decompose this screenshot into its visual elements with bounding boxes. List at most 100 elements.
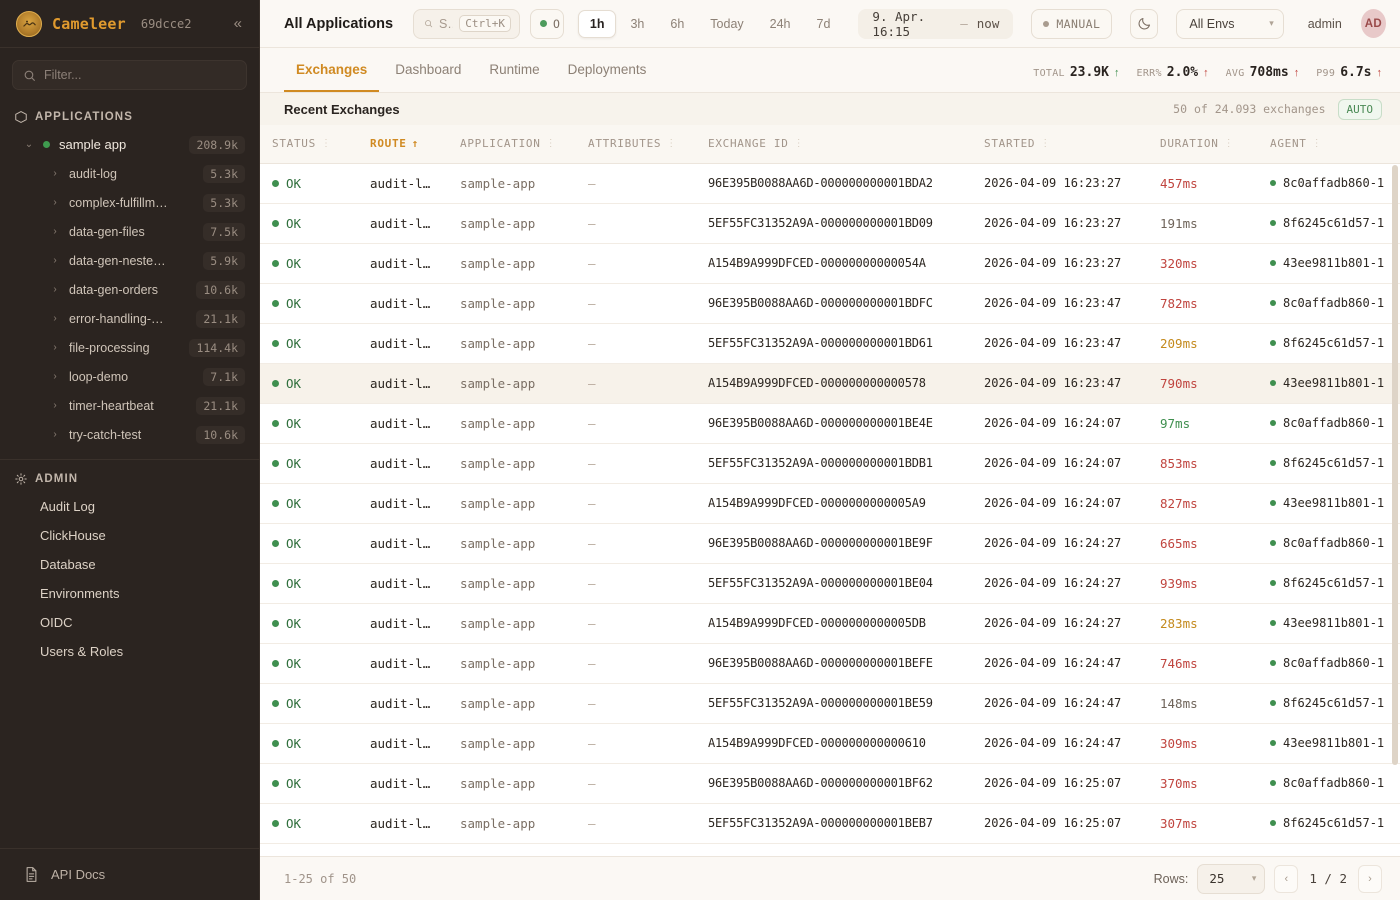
cell-route: audit-log bbox=[358, 683, 448, 724]
table-row[interactable]: OK audit-log sample-app —96E395B0088AA6D-00… bbox=[260, 403, 1400, 444]
filter-placeholder: Filter... bbox=[44, 68, 82, 82]
rows-per-page-select[interactable]: 25 ▾ bbox=[1197, 863, 1266, 894]
global-search-input[interactable]: S… Ctrl+K bbox=[413, 8, 520, 39]
tab-runtime[interactable]: Runtime bbox=[489, 61, 540, 77]
environment-select[interactable]: All Envs ▾ bbox=[1176, 8, 1284, 39]
cell-route: audit-log bbox=[358, 563, 448, 604]
table-row[interactable]: OK audit-log sample-app —5EF55FC31352A9A-00… bbox=[260, 803, 1400, 844]
filter-input[interactable]: Filter... bbox=[12, 60, 247, 90]
status-label: OK bbox=[286, 495, 302, 511]
refresh-mode-pill[interactable]: MANUAL bbox=[1031, 8, 1113, 39]
time-range-group: 1h 3h 6h Today 24h 7d bbox=[577, 9, 843, 38]
table-row[interactable]: OK audit-log sample-app —5EF55FC31352A9A-00… bbox=[260, 203, 1400, 244]
table-row[interactable]: OK audit-log sample-app —96E395B0088AA6D-00… bbox=[260, 763, 1400, 804]
table-row[interactable]: OK audit-log sample-app —5EF55FC31352A9A-00… bbox=[260, 443, 1400, 484]
build-hash: 69dcce2 bbox=[140, 16, 192, 31]
column-header-application[interactable]: APPLICATION ⋮ bbox=[448, 125, 576, 164]
sidebar-admin-item[interactable]: Audit Log bbox=[40, 499, 95, 514]
column-header-agent[interactable]: AGENT ⋮ bbox=[1258, 125, 1400, 164]
sidebar-route-item[interactable]: › audit-log 5.3k bbox=[0, 159, 259, 188]
cell-started: 2026-04-09 16:25:07 bbox=[972, 763, 1148, 804]
sidebar-admin-item[interactable]: Environments bbox=[40, 586, 120, 601]
column-header-exchange-id[interactable]: EXCHANGE ID ⋮ bbox=[696, 125, 972, 164]
table-head: STATUS ⋮ ROUTE ↑ APPLICATION ⋮ ATTRIBUTES ⋮ EXCH… bbox=[260, 125, 1400, 164]
route-name: data-gen-orders bbox=[69, 282, 158, 297]
status-label: OK bbox=[286, 735, 302, 751]
time-range-24h[interactable]: 24h bbox=[769, 16, 791, 31]
column-label: APPLICATION bbox=[460, 137, 541, 151]
cell-route: audit-log bbox=[358, 723, 448, 764]
table-row[interactable]: OK audit-log sample-app — A154B9A999DFCED-00… bbox=[260, 483, 1400, 524]
agent-label: 43ee9811b801-1 bbox=[1283, 376, 1385, 390]
sidebar-route-item[interactable]: › loop-demo 7.1k bbox=[0, 362, 259, 391]
sidebar-admin-item[interactable]: Users & Roles bbox=[40, 644, 124, 659]
metric-key: AVG bbox=[1225, 68, 1245, 79]
cell-started: 2026-04-09 16:24:47 bbox=[972, 683, 1148, 724]
table-row[interactable]: OK audit-log sample-app —5EF55FC31352A9A-00… bbox=[260, 563, 1400, 604]
tab-deployments[interactable]: Deployments bbox=[567, 61, 647, 77]
cell-application: sample-app bbox=[448, 323, 576, 364]
sidebar-route-item[interactable]: › data-gen-orders 10.6k bbox=[0, 275, 259, 304]
column-label: ATTRIBUTES bbox=[588, 137, 662, 151]
table-row[interactable]: OK audit-log sample-app —96E395B0088AA6D-00… bbox=[260, 283, 1400, 324]
sidebar-route-item[interactable]: › error-handling-… 21.1k bbox=[0, 304, 259, 333]
time-range-7d[interactable]: 7d bbox=[816, 16, 831, 31]
time-range-today[interactable]: Today bbox=[710, 16, 744, 31]
trend-up-icon: ↑ bbox=[1293, 67, 1300, 79]
sidebar-app-sample-app[interactable]: ⌄ sample app 208.9k bbox=[0, 130, 259, 159]
live-status-label: O bbox=[552, 16, 560, 31]
table-row[interactable]: OK audit-log sample-app —96E395B0088AA6D-00… bbox=[260, 163, 1400, 204]
time-range-1h[interactable]: 1h bbox=[577, 9, 617, 38]
table-row[interactable]: OK audit-log sample-app —5EF55FC31352A9A-00… bbox=[260, 323, 1400, 364]
table-row[interactable]: OK audit-log sample-app —96E395B0088AA6D-00… bbox=[260, 523, 1400, 564]
table-row[interactable]: OK audit-log sample-app —96E395B0088AA6D-00… bbox=[260, 643, 1400, 684]
tab-dashboard[interactable]: Dashboard bbox=[395, 61, 462, 77]
column-header-route[interactable]: ROUTE ↑ bbox=[358, 125, 448, 164]
time-range-6h[interactable]: 6h bbox=[670, 16, 685, 31]
column-header-status[interactable]: STATUS ⋮ bbox=[260, 125, 358, 164]
sidebar-route-item[interactable]: › complex-fulfillm… 5.3k bbox=[0, 188, 259, 217]
table-row[interactable]: OK audit-log sample-app — A154B9A999DFCED-00… bbox=[260, 243, 1400, 284]
auto-refresh-button[interactable]: AUTO bbox=[1337, 98, 1382, 120]
sidebar-admin-item[interactable]: OIDC bbox=[40, 615, 73, 630]
cell-route: audit-log bbox=[358, 763, 448, 804]
column-header-attributes[interactable]: ATTRIBUTES ⋮ bbox=[576, 125, 696, 164]
chevron-down-icon: ⌄ bbox=[24, 139, 34, 150]
live-status-pill[interactable]: O bbox=[529, 8, 564, 39]
column-header-duration[interactable]: DURATION ⋮ bbox=[1148, 125, 1258, 164]
cell-duration: 939ms bbox=[1148, 563, 1258, 604]
sidebar-route-item[interactable]: › file-processing 114.4k bbox=[0, 333, 259, 362]
route-count-badge: 21.1k bbox=[196, 396, 245, 415]
avatar[interactable]: AD bbox=[1360, 9, 1386, 38]
column-header-started[interactable]: STARTED ⋮ bbox=[972, 125, 1148, 164]
custom-time-range[interactable]: 9. Apr. 16:15 – now bbox=[858, 8, 1014, 39]
sidebar-footer[interactable]: API Docs bbox=[0, 848, 259, 900]
tab-exchanges[interactable]: Exchanges bbox=[284, 48, 380, 92]
status-label: OK bbox=[286, 255, 302, 271]
sidebar-route-item[interactable]: › timer-heartbeat 21.1k bbox=[0, 391, 259, 420]
status-dot bbox=[272, 179, 279, 187]
cell-exchange-id: A154B9A999DFCED-0000000000005DB bbox=[696, 603, 972, 644]
sidebar-admin-item[interactable]: Database bbox=[40, 557, 96, 572]
sidebar-route-item[interactable]: › data-gen-files 7.5k bbox=[0, 217, 259, 246]
table-scrollbar[interactable] bbox=[1392, 165, 1398, 765]
theme-toggle-button[interactable] bbox=[1130, 8, 1159, 39]
live-status-dot bbox=[539, 20, 547, 27]
time-range-3h[interactable]: 3h bbox=[630, 16, 645, 31]
cell-application: sample-app bbox=[448, 803, 576, 844]
cell-agent: 8c0affadb860-1 bbox=[1258, 643, 1400, 684]
table-row[interactable]: OK audit-log sample-app — A154B9A999DFCED-00… bbox=[260, 603, 1400, 644]
sidebar-admin-item[interactable]: ClickHouse bbox=[40, 528, 106, 543]
table-row[interactable]: OK audit-log sample-app —5EF55FC31352A9A-00… bbox=[260, 683, 1400, 724]
table-row[interactable]: OK audit-log sample-app — A154B9A999DFCED-00… bbox=[260, 363, 1400, 404]
route-count-badge: 114.4k bbox=[189, 338, 245, 357]
next-page-button[interactable]: › bbox=[1358, 864, 1382, 893]
status-dot bbox=[272, 419, 279, 427]
collapse-sidebar-icon[interactable]: « bbox=[233, 15, 242, 32]
cell-exchange-id: 96E395B0088AA6D-000000000001BE9F bbox=[696, 523, 972, 564]
sidebar-route-item[interactable]: › try-catch-test 10.6k bbox=[0, 420, 259, 449]
status-dot bbox=[272, 499, 279, 507]
prev-page-button[interactable]: ‹ bbox=[1274, 864, 1299, 893]
table-row[interactable]: OK audit-log sample-app — A154B9A999DFCED-00… bbox=[260, 723, 1400, 764]
sidebar-route-item[interactable]: › data-gen-neste… 5.9k bbox=[0, 246, 259, 275]
